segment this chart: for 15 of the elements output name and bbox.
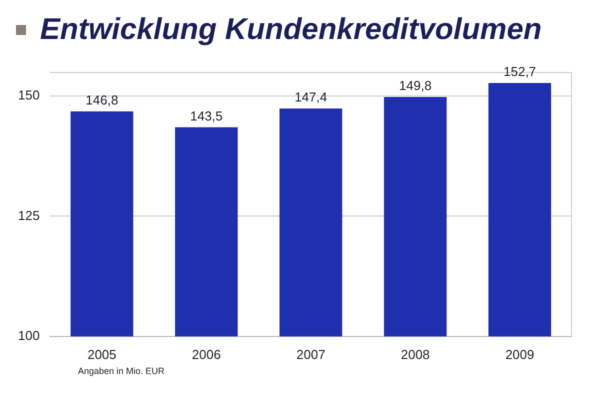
data-label: 152,7	[503, 64, 536, 80]
x-tick-label: 2008	[400, 346, 430, 362]
x-tick-label: 2005	[87, 346, 116, 362]
y-tick-label: 125	[18, 208, 40, 223]
chart-title: Entwicklung Kundenkreditvolumen	[40, 13, 542, 47]
data-label: 147,4	[294, 90, 328, 105]
data-label: 143,5	[190, 108, 223, 124]
x-tick-label: 2006	[192, 346, 221, 362]
y-tick-label: 150	[18, 88, 40, 103]
x-tick-label: 2009	[505, 346, 534, 362]
data-label: 149,8	[399, 78, 432, 94]
y-tick-label: 100	[18, 328, 40, 343]
text: Angaben in Mio. EUR	[77, 366, 166, 376]
x-tick-label: 2007	[296, 346, 326, 362]
data-label: 146,8	[86, 92, 118, 108]
